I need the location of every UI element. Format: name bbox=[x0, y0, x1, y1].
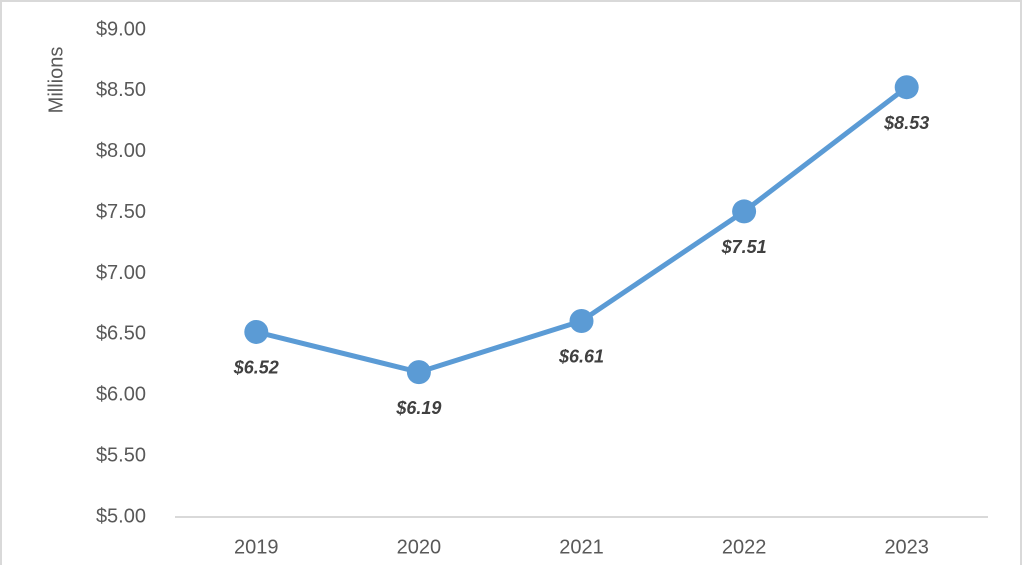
point bbox=[406, 360, 431, 385]
point bbox=[894, 75, 919, 100]
y-tick-label: $9.00 bbox=[96, 18, 146, 40]
y-tick-label: $8.00 bbox=[96, 140, 146, 162]
x-tick-label: 2021 bbox=[559, 536, 604, 558]
y-tick-label: $7.50 bbox=[96, 201, 146, 223]
y-tick-label: $5.00 bbox=[96, 505, 146, 527]
point bbox=[732, 199, 757, 224]
data-label: $8.53 bbox=[883, 113, 929, 133]
x-tick-label: 2022 bbox=[722, 536, 767, 558]
x-tick-label: 2020 bbox=[397, 536, 442, 558]
y-tick-label: $7.00 bbox=[96, 262, 146, 284]
point bbox=[244, 319, 269, 344]
y-tick-label: $5.50 bbox=[96, 444, 146, 466]
y-tick-label: $6.50 bbox=[96, 323, 146, 345]
x-tick-label: 2019 bbox=[234, 536, 279, 558]
point bbox=[569, 308, 594, 333]
y-axis-label: Millions bbox=[45, 47, 67, 114]
x-tick-label: 2023 bbox=[884, 536, 929, 558]
data-label: $7.51 bbox=[721, 237, 767, 257]
data-label: $6.61 bbox=[558, 347, 604, 367]
y-tick-label: $8.50 bbox=[96, 79, 146, 101]
data-label: $6.52 bbox=[233, 358, 279, 378]
data-label: $6.19 bbox=[395, 398, 441, 418]
y-tick-label: $6.00 bbox=[96, 384, 146, 406]
